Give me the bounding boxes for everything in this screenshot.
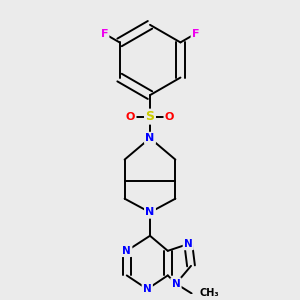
- Text: O: O: [165, 112, 174, 122]
- Text: N: N: [122, 246, 131, 256]
- Text: F: F: [192, 28, 200, 39]
- Text: O: O: [126, 112, 135, 122]
- Text: CH₃: CH₃: [200, 288, 219, 298]
- Text: F: F: [100, 28, 108, 39]
- Text: N: N: [146, 133, 154, 143]
- Text: N: N: [184, 239, 193, 249]
- Text: S: S: [146, 110, 154, 123]
- Text: N: N: [146, 207, 154, 217]
- Text: N: N: [172, 279, 180, 289]
- Text: N: N: [143, 284, 152, 294]
